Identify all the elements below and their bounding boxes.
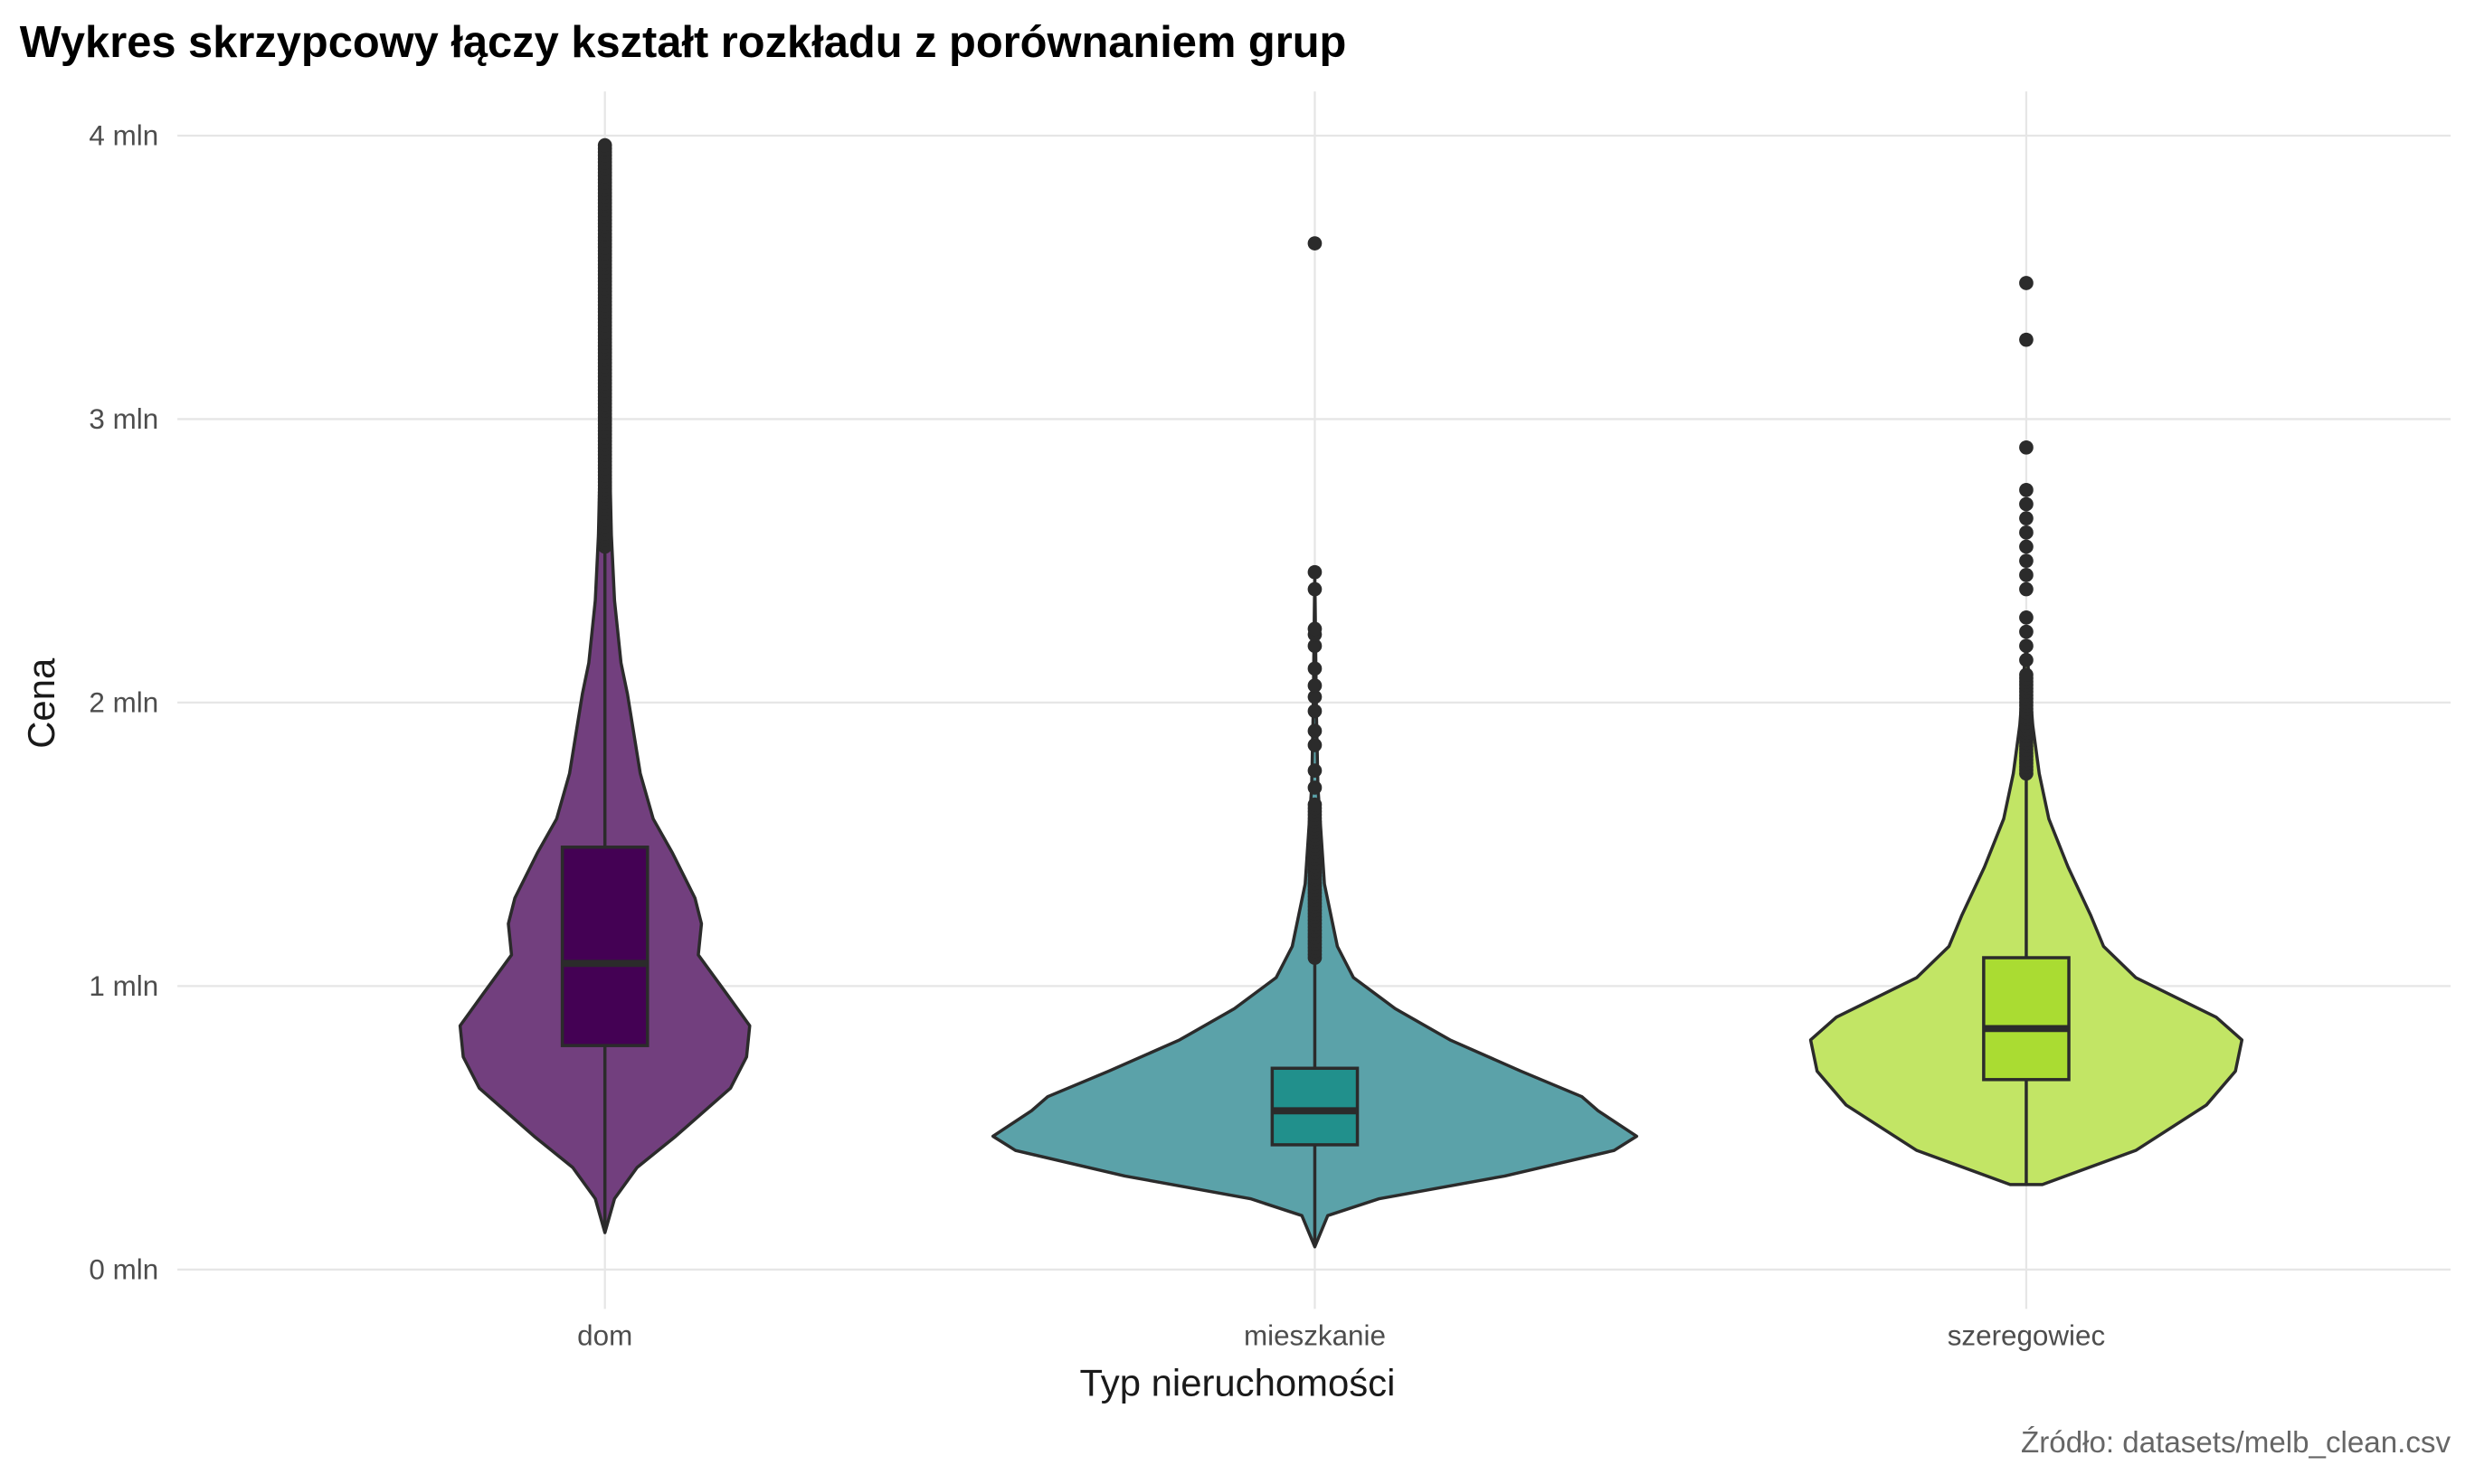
x-tick-label: mieszkanie [1244,1320,1386,1352]
y-axis-ticks: 0 mln 1 mln 2 mln 3 mln 4 mln [89,119,158,1285]
outlier-point [1307,661,1323,676]
outlier-point [2019,653,2034,667]
outlier-point [1307,738,1323,752]
box [1270,1066,1360,1147]
outlier-point [2019,276,2034,290]
box [1982,956,2071,1082]
outlier-point [1307,678,1323,693]
y-tick-label: 1 mln [89,970,158,1002]
x-tick-label: dom [577,1320,632,1352]
outlier-point [1307,564,1323,580]
outlier-point [2019,610,2034,625]
box [560,846,650,1047]
outlier-point [2019,624,2034,639]
plot-area [458,137,2244,1249]
outlier-point [2019,332,2034,347]
outlier-point [2019,496,2034,512]
outlier-point [2019,638,2034,654]
outlier-point [1307,763,1323,778]
outlier-point [2019,539,2034,554]
outlier-point [2019,567,2034,582]
outlier-point [597,137,612,153]
y-axis-title: Cena [20,657,62,749]
outlier-point [1307,797,1323,812]
outlier-point [1307,581,1323,597]
outlier-point [1307,723,1323,739]
y-tick-label: 2 mln [89,686,158,718]
y-tick-label: 0 mln [89,1253,158,1285]
outlier-point [2019,667,2034,683]
y-tick-label: 4 mln [89,119,158,151]
outlier-point [1307,236,1323,250]
x-axis-ticks: dom mieszkanie szeregowiec [577,1320,2105,1352]
outlier-point [1307,780,1323,795]
violin-group-dom [458,137,752,1234]
violin-group-szeregowiec [1808,276,2244,1186]
outlier-point [2019,482,2034,497]
y-tick-label: 3 mln [89,403,158,435]
outlier-point [1307,638,1323,654]
chart-title: Wykres skrzypcowy łączy kształt rozkładu… [20,18,1347,67]
outlier-point [2019,581,2034,597]
outlier-point [2019,525,2034,540]
outlier-point [1307,689,1323,704]
caption: Źródło: datasets/melb_clean.csv [2021,1426,2451,1460]
outlier-point [2019,511,2034,525]
violin-group-mieszkanie [991,236,1638,1249]
outlier-point [1307,621,1323,637]
outlier-point [2019,440,2034,455]
outlier-point [2019,553,2034,569]
outlier-point [1307,704,1323,719]
x-tick-label: szeregowiec [1948,1320,2105,1352]
x-axis-title: Typ nieruchomości [1080,1361,1396,1404]
